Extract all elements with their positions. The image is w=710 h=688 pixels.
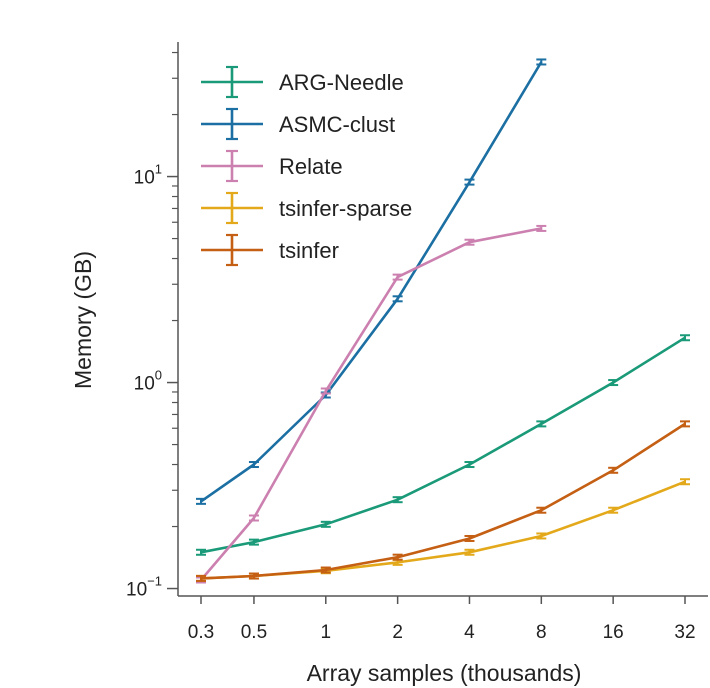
series-line [200,336,686,554]
x-tick-label: 0.5 [241,622,267,643]
legend: ARG-Needle ASMC-clust Relate tsinfer-sparse… [201,65,412,267]
y-minor-ticks [172,51,178,528]
legend-item-tsinfer: tsinfer [201,233,339,267]
x-axis-title: Array samples (thousands) [307,660,582,686]
y-tick-label: 101 [134,162,162,189]
series-tsinfer-sparse [196,478,690,582]
series-line [200,227,542,581]
legend-item-relate: Relate [201,149,343,183]
x-tick-label: 8 [536,622,547,643]
y-major-ticks: 10−1 100 101 [126,162,178,601]
x-tick-label: 4 [464,622,475,643]
x-ticks: 0.3 0.5 1 2 4 8 16 32 [188,596,696,643]
legend-label: tsinfer-sparse [279,196,412,221]
y-tick-label: 10−1 [126,574,162,601]
legend-label: tsinfer [279,238,339,263]
y-axis-title: Memory (GB) [70,251,96,389]
series-relate [196,224,547,584]
legend-label: ARG-Needle [279,70,404,95]
series-line [200,61,543,503]
series-line [200,480,686,580]
x-tick-label: 0.3 [188,622,214,643]
x-tick-label: 1 [320,622,331,643]
legend-label: ASMC-clust [279,112,395,137]
legend-label: Relate [279,154,343,179]
legend-item-asmc-clust: ASMC-clust [201,107,395,141]
x-tick-label: 16 [603,622,624,643]
x-tick-label: 2 [392,622,403,643]
legend-item-tsinfer-sparse: tsinfer-sparse [201,191,412,225]
x-tick-label: 32 [674,622,695,643]
series-tsinfer [196,420,690,582]
axes [177,42,708,597]
series-line [200,422,686,580]
series-arg-needle [196,334,690,556]
y-tick-label: 100 [134,368,162,395]
series-layer [196,58,690,584]
legend-item-arg-needle: ARG-Needle [201,65,404,99]
